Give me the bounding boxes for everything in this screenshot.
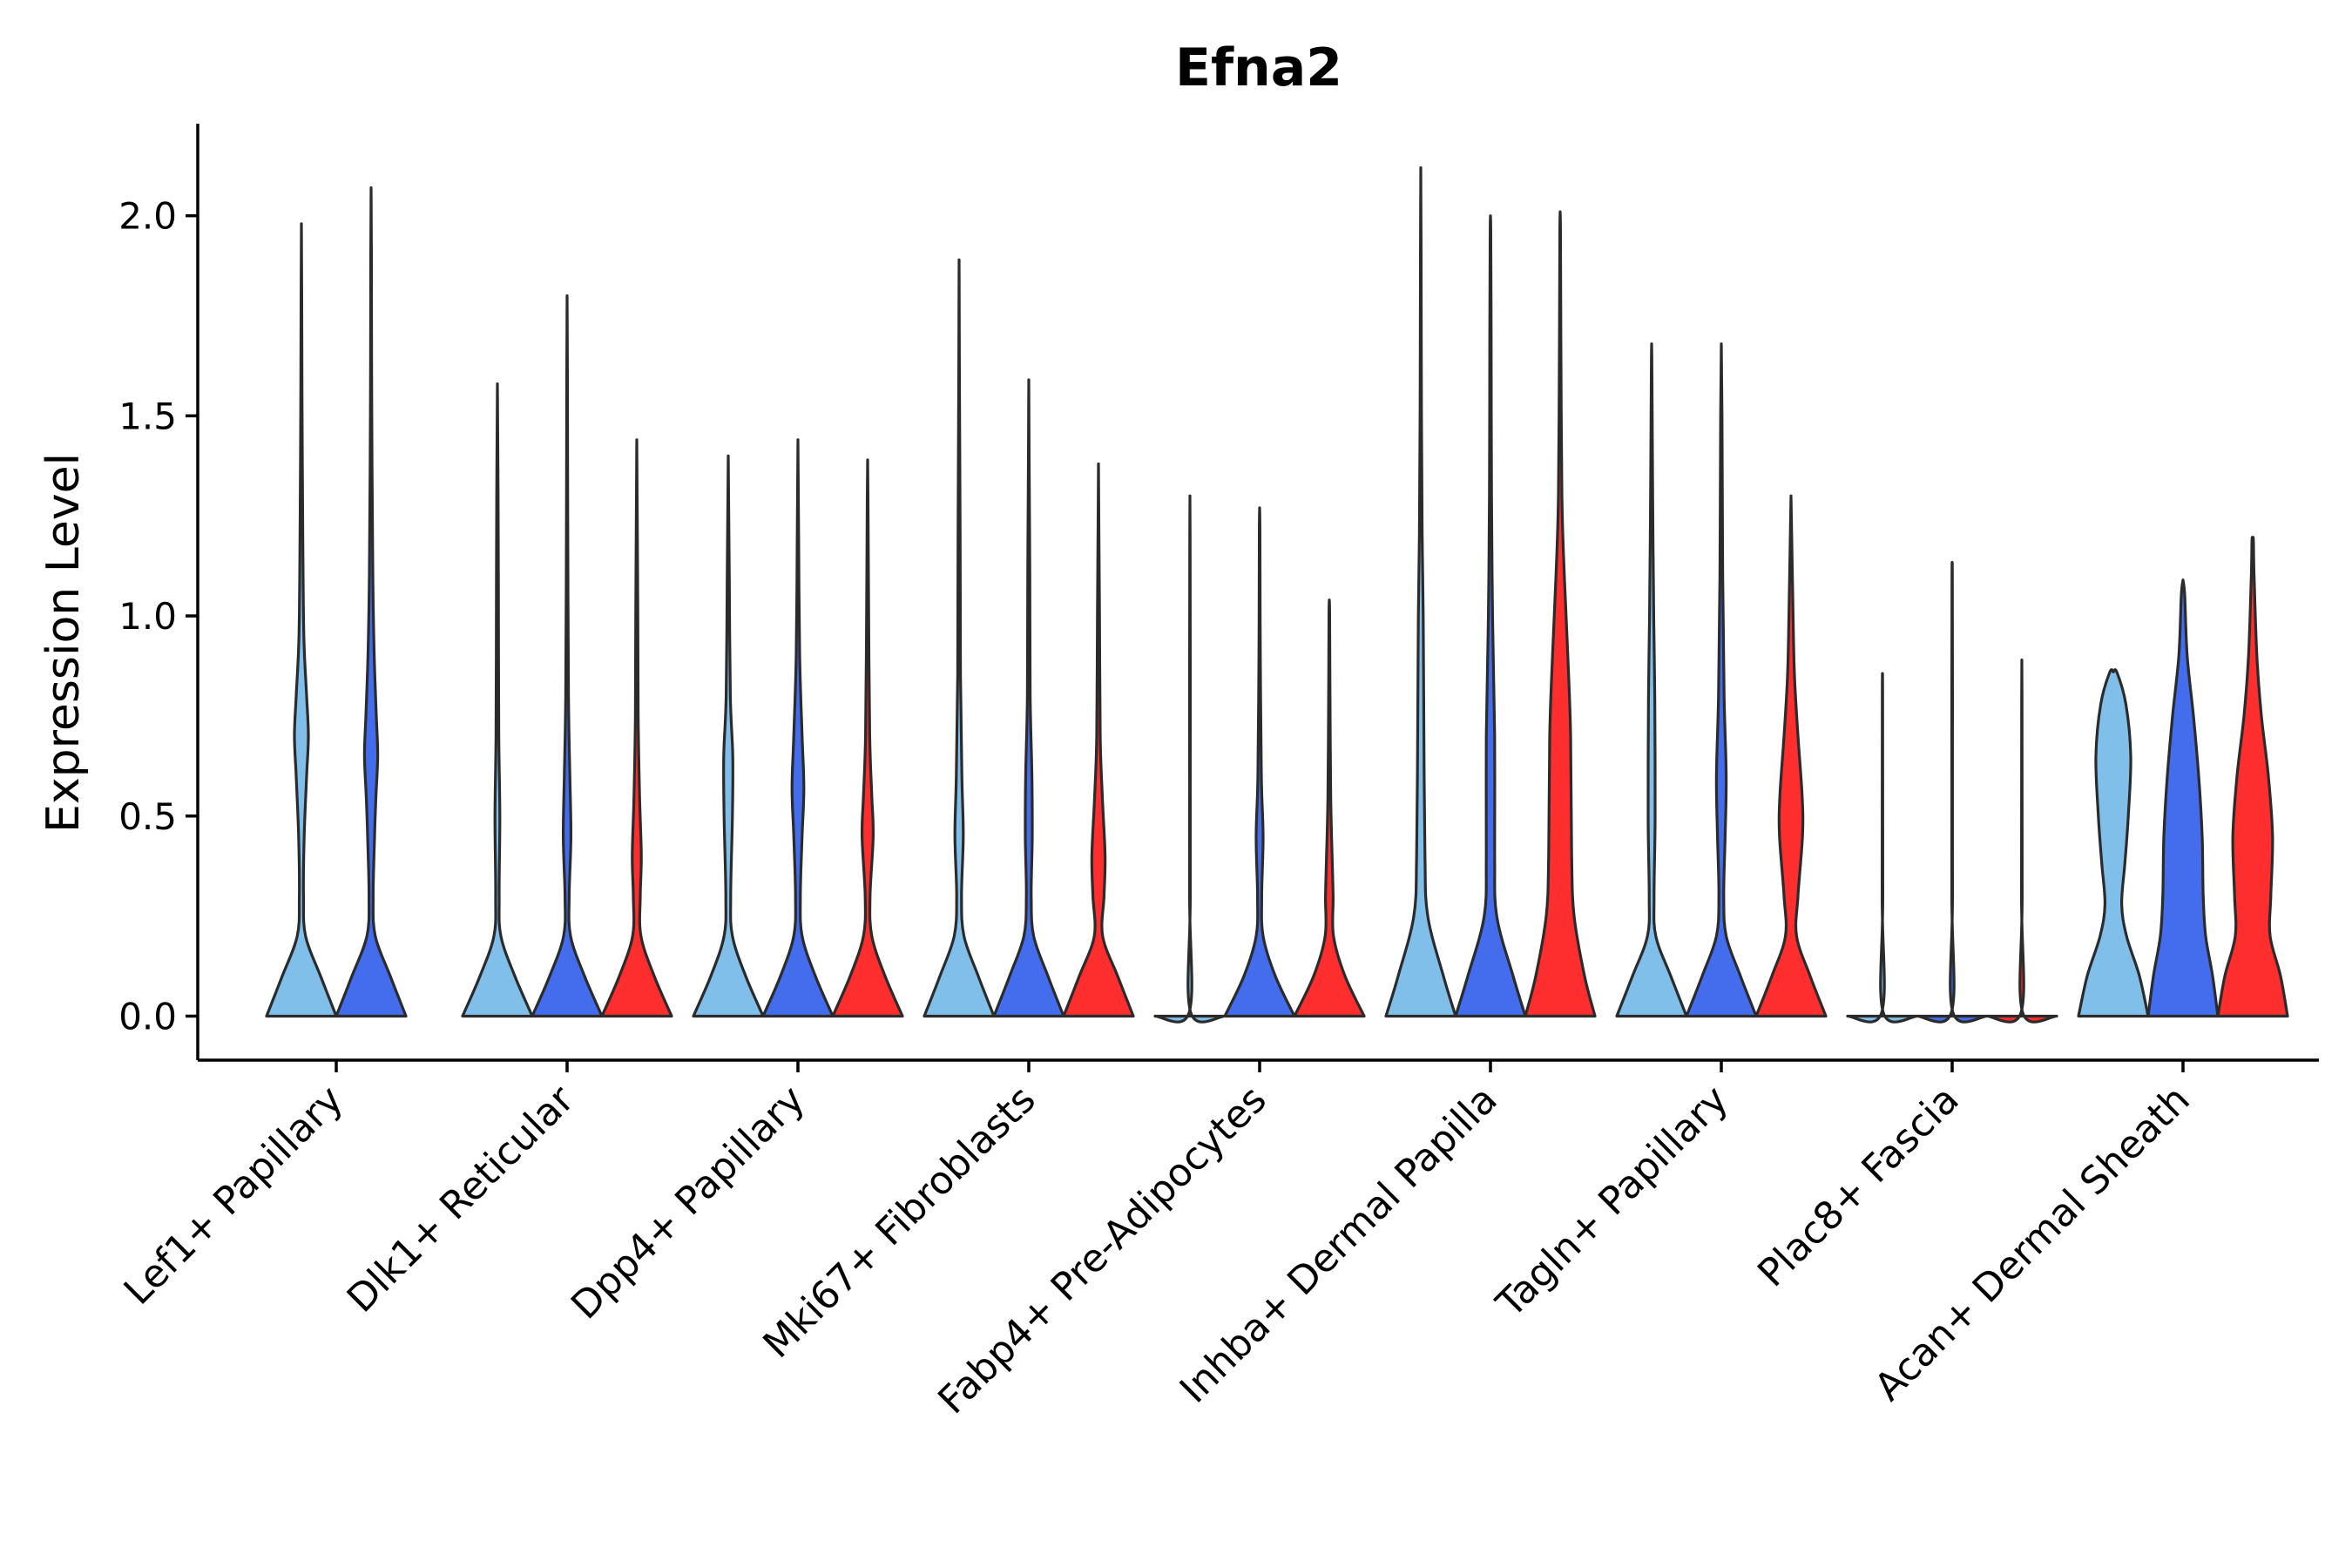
violin-group-3: [1293, 598, 1366, 1018]
violin-group-2: [1685, 342, 1758, 1018]
x-tick-label: Tagln+ Papillary: [1488, 1078, 1737, 1327]
y-tick-label: 1.0: [118, 595, 177, 638]
y-ticks: 0.0 0.5 1.0 1.5 2.0: [118, 195, 198, 1037]
y-tick-label: 0.5: [118, 795, 177, 838]
y-tick-label: 1.5: [118, 395, 177, 437]
violin-group-1: [923, 258, 996, 1018]
x-tick-label: Plac8+ Fascia: [1749, 1078, 1968, 1296]
violin-group-1: [1153, 494, 1227, 1024]
y-axis-label: Expression Level: [37, 453, 90, 833]
violin-group-1: [1384, 166, 1457, 1018]
violin-group-2: [992, 378, 1065, 1018]
violin-group-1: [1615, 342, 1688, 1018]
y-tick-label: 0.0: [118, 995, 177, 1037]
violin-group-2: [335, 186, 408, 1018]
violin-group-1: [2077, 668, 2150, 1018]
violin-group-3: [600, 438, 673, 1018]
violin-group-2: [761, 438, 835, 1018]
violin-group-2: [2146, 578, 2220, 1018]
violin-group-1: [461, 382, 534, 1018]
violin-group-3: [1524, 210, 1597, 1018]
violin-group-1: [1846, 672, 1919, 1024]
violin-group-2: [1223, 506, 1296, 1018]
violin-group-3: [1754, 494, 1828, 1018]
violin-group-2: [1916, 561, 1989, 1024]
violin-layer: [265, 166, 2289, 1024]
x-tick-label: Dlk1+ Reticular: [339, 1077, 584, 1321]
violin-group-1: [265, 222, 338, 1018]
violin-group-3: [831, 458, 904, 1018]
violin-group-3: [2216, 536, 2289, 1018]
y-tick-label: 2.0: [118, 195, 177, 238]
chart-title: Efna2: [1175, 37, 1342, 98]
x-tick-label: Lef1+ Papillary: [116, 1078, 352, 1314]
violin-group-3: [1985, 659, 2058, 1024]
x-tick-label: Dpp4+ Papillary: [563, 1078, 814, 1328]
violin-group-1: [692, 454, 765, 1018]
violin-group-2: [1454, 214, 1527, 1018]
violin-group-3: [1062, 462, 1135, 1018]
violin-group-2: [531, 294, 604, 1018]
